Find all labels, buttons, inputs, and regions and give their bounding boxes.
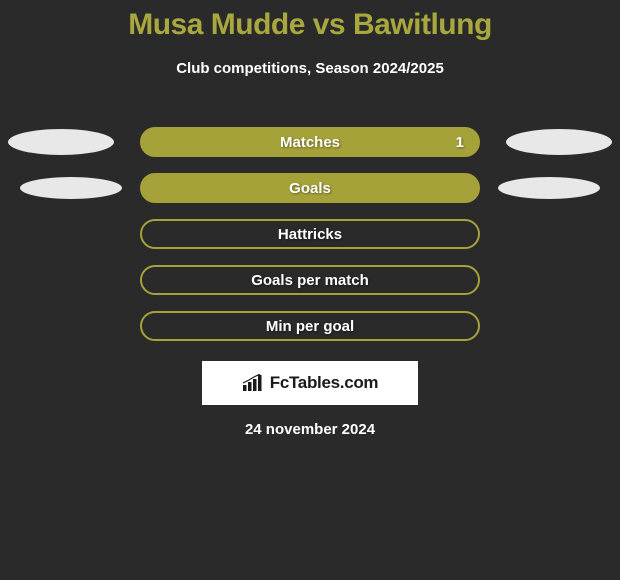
stat-label: Min per goal (266, 318, 354, 335)
left-marker (8, 129, 114, 155)
stat-pill: Matches 1 (140, 127, 480, 157)
brand-logo[interactable]: FcTables.com (202, 361, 418, 405)
stat-pill: Goals per match (140, 265, 480, 295)
stat-row-matches: Matches 1 (0, 119, 620, 165)
stat-label: Goals (289, 180, 331, 197)
left-marker (20, 177, 122, 199)
right-marker (506, 129, 612, 155)
stat-pill: Min per goal (140, 311, 480, 341)
stat-row-hattricks: Hattricks (0, 211, 620, 257)
right-marker (498, 177, 600, 199)
page-subtitle: Club competitions, Season 2024/2025 (176, 60, 444, 77)
stat-row-goals: Goals (0, 165, 620, 211)
stat-pill: Goals (140, 173, 480, 203)
chart-icon (242, 374, 264, 392)
comparison-card: Musa Mudde vs Bawitlung Club competition… (0, 0, 620, 438)
stat-label: Goals per match (251, 272, 369, 289)
stat-label: Matches (280, 134, 340, 151)
stat-label: Hattricks (278, 226, 342, 243)
stat-pill: Hattricks (140, 219, 480, 249)
date-label: 24 november 2024 (245, 421, 375, 438)
stat-row-goals-per-match: Goals per match (0, 257, 620, 303)
page-title: Musa Mudde vs Bawitlung (128, 8, 492, 42)
brand-label: FcTables.com (270, 373, 379, 393)
stat-row-min-per-goal: Min per goal (0, 303, 620, 349)
stat-value: 1 (456, 134, 464, 151)
